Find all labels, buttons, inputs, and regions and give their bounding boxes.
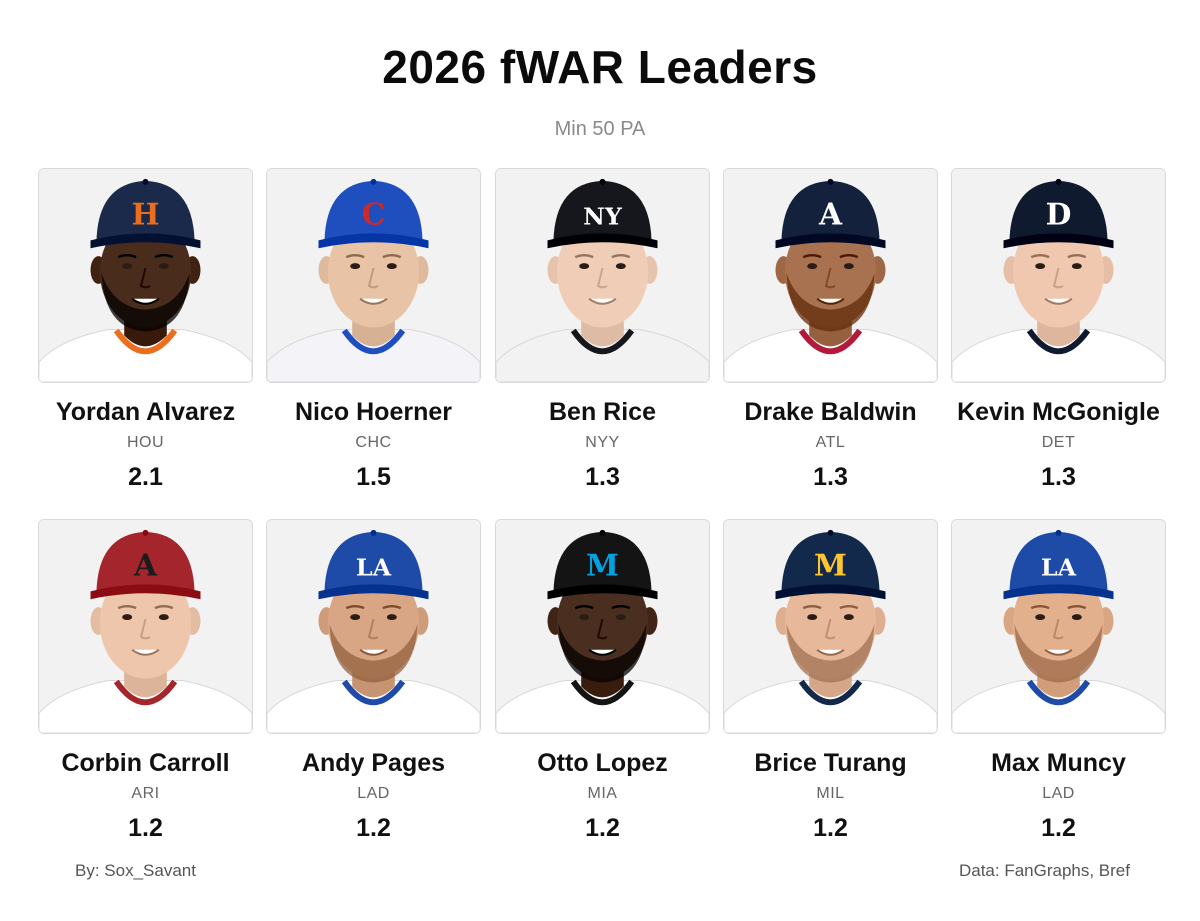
player-war: 1.2 [1041,814,1076,842]
player-photo: D [951,168,1166,383]
player-war: 1.2 [356,814,391,842]
player-war: 1.3 [1041,463,1076,491]
player-card: LA Max Muncy LAD 1.2 [951,519,1166,859]
player-name: Yordan Alvarez [55,398,236,426]
player-team: MIL [816,785,845,802]
player-name: Corbin Carroll [61,749,230,777]
player-war: 1.2 [813,814,848,842]
player-photo: LA [951,519,1166,734]
cap-logo-icon: NY [583,202,623,230]
player-card: M Otto Lopez MIA 1.2 [495,519,710,859]
player-photo: M [495,519,710,734]
player-team: HOU [126,434,165,451]
player-team: ATL [815,434,846,451]
player-name: Andy Pages [301,749,446,777]
headshot-illustration: LA [952,520,1165,733]
headshot-illustration: M [724,520,937,733]
player-card: LA Andy Pages LAD 1.2 [266,519,481,859]
player-war: 1.3 [813,463,848,491]
cap-logo-icon: A [818,197,843,232]
author-credit: By: Sox_Savant [75,861,196,880]
player-card: A Corbin Carroll ARI 1.2 [38,519,253,859]
player-name: Max Muncy [991,749,1126,777]
player-war: 1.5 [356,463,391,491]
cap-logo-icon: H [131,197,159,232]
player-name: Brice Turang [754,749,907,777]
player-photo: M [723,519,938,734]
player-team: DET [1041,434,1076,451]
headshot-illustration: D [952,169,1165,382]
headshot-illustration: NY [496,169,709,382]
player-name: Otto Lopez [537,749,668,777]
player-card: H Yordan Alvarez HOU 2.1 [38,168,253,508]
player-card: NY Ben Rice NYY 1.3 [495,168,710,508]
cap-logo-icon: LA [356,553,392,581]
cap-logo-icon: D [1046,197,1072,232]
cap-logo-icon: M [814,548,847,583]
player-photo: C [266,168,481,383]
cap-logo-icon: A [133,548,158,583]
page-subtitle: Min 50 PA [554,118,646,140]
player-card: A Drake Baldwin ATL 1.3 [723,168,938,508]
data-source-credit: Data: FanGraphs, Bref [958,861,1130,880]
player-war: 1.3 [585,463,620,491]
player-team: ARI [131,785,160,802]
cap-logo-icon: M [586,548,619,583]
page-title: 2026 fWAR Leaders [382,41,818,93]
player-team: LAD [1042,785,1075,802]
player-photo: A [38,519,253,734]
player-name: Ben Rice [549,398,656,426]
player-photo: NY [495,168,710,383]
player-card: M Brice Turang MIL 1.2 [723,519,938,859]
player-name: Drake Baldwin [744,398,917,426]
headshot-illustration: H [39,169,252,382]
player-card: D Kevin McGonigle DET 1.3 [951,168,1166,508]
player-name: Kevin McGonigle [957,398,1160,426]
player-war: 1.2 [585,814,620,842]
headshot-illustration: M [496,520,709,733]
cap-logo-icon: LA [1041,553,1077,581]
player-name: Nico Hoerner [295,398,452,426]
player-photo: LA [266,519,481,734]
player-team: CHC [355,434,392,451]
player-card: C Nico Hoerner CHC 1.5 [266,168,481,508]
player-team: LAD [357,785,390,802]
headshot-illustration: A [724,169,937,382]
cap-logo-icon: C [362,197,386,232]
player-team: NYY [585,434,620,451]
player-war: 2.1 [128,463,163,491]
headshot-illustration: LA [267,520,480,733]
player-war: 1.2 [128,814,163,842]
player-photo: A [723,168,938,383]
player-photo: H [38,168,253,383]
player-team: MIA [587,785,618,802]
headshot-illustration: A [39,520,252,733]
headshot-illustration: C [267,169,480,382]
